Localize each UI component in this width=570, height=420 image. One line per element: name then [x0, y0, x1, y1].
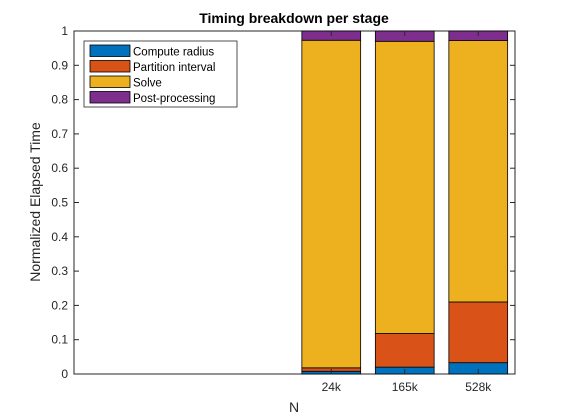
y-tick-label: 0.6 [51, 161, 68, 175]
y-tick-label: 0 [61, 367, 68, 381]
y-axis: 0 0.1 0.2 0.3 0.4 0.5 0.6 0.7 0.8 0.9 1 [51, 24, 515, 381]
x-tick-label: 528k [465, 380, 492, 394]
bar-segment-528k-3 [448, 40, 509, 303]
y-tick-label: 0.5 [51, 196, 68, 210]
bar-segment-165k-3 [374, 40, 435, 334]
y-tick-label: 0.9 [51, 58, 68, 72]
legend-label: Solve [133, 78, 162, 90]
legend-swatch [89, 44, 131, 57]
legend-swatch [89, 75, 131, 88]
y-tick-label: 0.2 [51, 298, 68, 312]
x-axis: 24k 165k 528k [322, 31, 492, 394]
chart-title: Timing breakdown per stage [199, 10, 389, 26]
legend-swatch [89, 60, 131, 73]
legend: Compute radius Partition interval Solve Pos… [83, 40, 238, 108]
x-tick-label: 165k [392, 380, 419, 394]
x-tick-label: 24k [322, 380, 342, 394]
legend-label: Partition interval [133, 62, 215, 74]
x-axis-label: N [289, 399, 299, 415]
legend-swatch [89, 91, 131, 104]
y-tick-label: 0.7 [51, 127, 68, 141]
y-tick-label: 0.4 [51, 230, 68, 244]
y-axis-label: Normalized Elapsed Time [27, 122, 43, 282]
y-tick-label: 1 [61, 24, 68, 38]
bar-segment-528k-2 [448, 301, 509, 364]
y-tick-label: 0.8 [51, 93, 68, 107]
legend-label: Post-processing [133, 93, 215, 105]
bar-segment-165k-2 [374, 333, 435, 368]
y-tick-label: 0.1 [51, 333, 68, 347]
bars [301, 30, 509, 375]
bar-segment-24k-3 [301, 39, 362, 369]
y-tick-label: 0.3 [51, 264, 68, 278]
legend-label: Compute radius [133, 47, 214, 59]
